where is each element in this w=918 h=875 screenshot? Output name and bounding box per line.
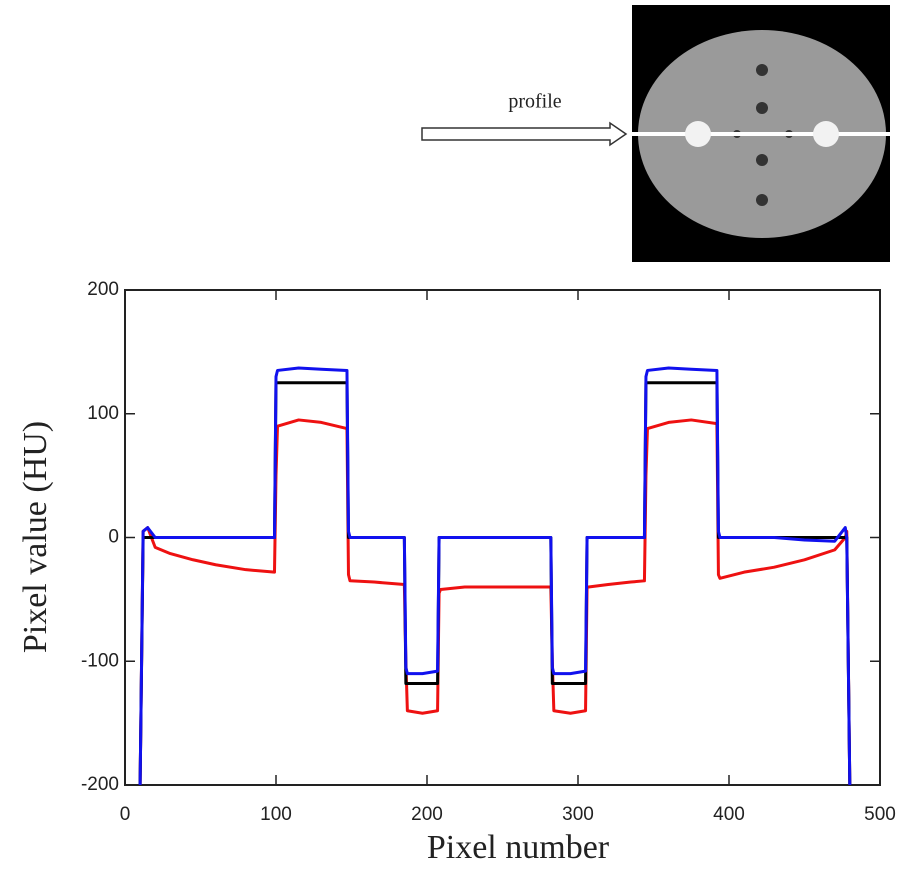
annotation: profile [508, 91, 561, 113]
arrow [421, 121, 628, 147]
x-tick-label: 100 [260, 804, 292, 825]
phantom-image [632, 5, 890, 262]
series-line [138, 366, 852, 785]
y-tick-label: -200 [81, 774, 119, 795]
y-tick-label: 200 [87, 279, 119, 300]
x-tick-label: 500 [864, 804, 896, 825]
x-tick-label: 200 [411, 804, 443, 825]
x-tick-label: 400 [713, 804, 745, 825]
y-tick-label: -100 [81, 650, 119, 671]
x-tick-label: 0 [120, 804, 131, 825]
series-line [138, 418, 852, 785]
series-line [138, 381, 852, 785]
x-axis-title: Pixel number [427, 829, 610, 866]
y-axis-title: Pixel value (HU) [17, 421, 54, 653]
y-tick-label: 0 [108, 527, 119, 548]
plot-area [138, 366, 852, 785]
y-tick-label: 100 [87, 403, 119, 424]
x-tick-label: 300 [562, 804, 594, 825]
